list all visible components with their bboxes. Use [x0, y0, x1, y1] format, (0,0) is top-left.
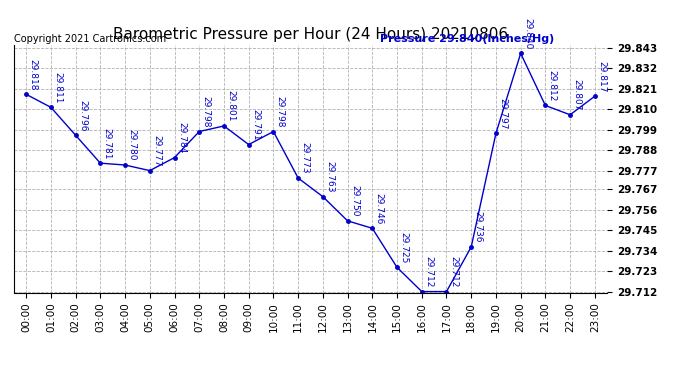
- Text: Copyright 2021 Cartronics.com: Copyright 2021 Cartronics.com: [14, 34, 166, 44]
- Text: 29.746: 29.746: [375, 193, 384, 224]
- Text: 29.777: 29.777: [152, 135, 161, 166]
- Text: 29.797: 29.797: [498, 98, 507, 129]
- Text: 29.780: 29.780: [128, 129, 137, 161]
- Text: Pressure 29.840(Inches/Hg): Pressure 29.840(Inches/Hg): [380, 34, 554, 44]
- Text: 29.750: 29.750: [350, 185, 359, 217]
- Text: 29.781: 29.781: [103, 128, 112, 159]
- Text: 29.798: 29.798: [276, 96, 285, 128]
- Text: 29.840: 29.840: [523, 18, 532, 49]
- Text: 29.818: 29.818: [28, 58, 38, 90]
- Text: 29.807: 29.807: [573, 79, 582, 111]
- Text: 29.798: 29.798: [201, 96, 210, 128]
- Text: 29.712: 29.712: [424, 256, 433, 287]
- Text: 29.712: 29.712: [449, 256, 458, 287]
- Title: Barometric Pressure per Hour (24 Hours) 20210806: Barometric Pressure per Hour (24 Hours) …: [113, 27, 508, 42]
- Text: 29.773: 29.773: [301, 142, 310, 174]
- Text: 29.812: 29.812: [548, 70, 557, 101]
- Text: 29.796: 29.796: [78, 100, 87, 131]
- Text: 29.784: 29.784: [177, 122, 186, 153]
- Text: 29.817: 29.817: [598, 60, 607, 92]
- Text: 29.763: 29.763: [325, 161, 335, 192]
- Text: 29.791: 29.791: [251, 109, 260, 140]
- Text: 29.736: 29.736: [473, 211, 483, 243]
- Text: 29.811: 29.811: [53, 72, 62, 103]
- Text: 29.725: 29.725: [400, 232, 408, 263]
- Text: 29.801: 29.801: [226, 90, 235, 122]
